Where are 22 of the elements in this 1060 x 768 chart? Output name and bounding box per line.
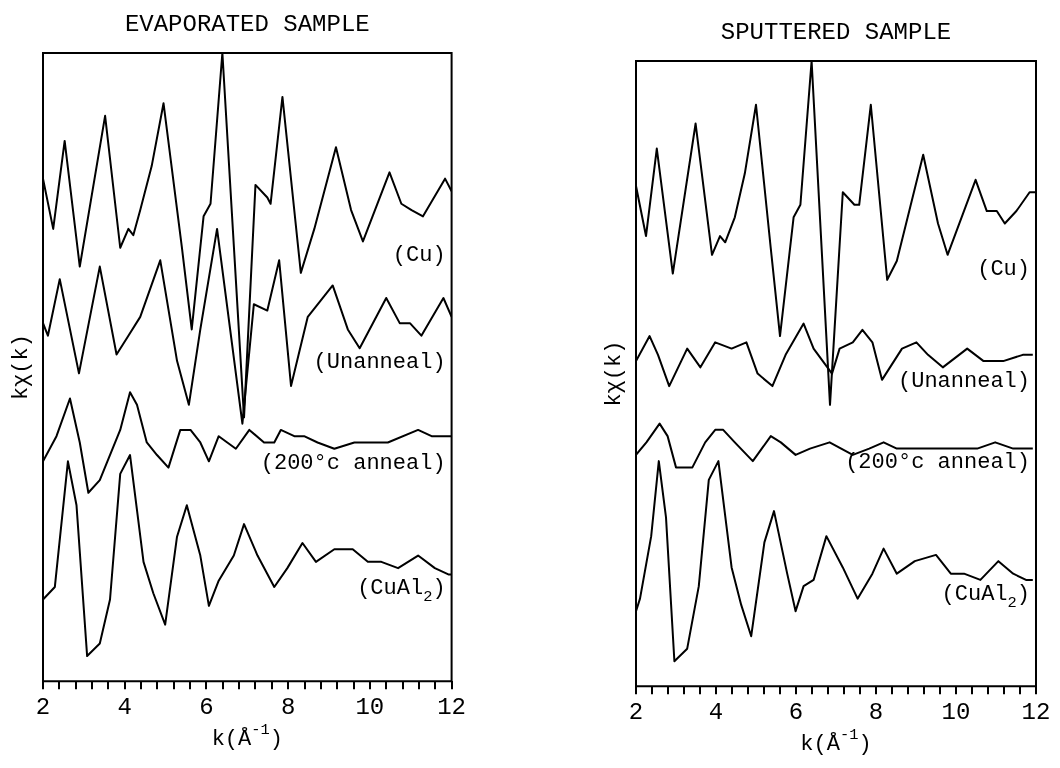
x-tick-label: 6 xyxy=(788,698,804,726)
chart-title: EVAPORATED SAMPLE xyxy=(124,11,370,39)
x-tick-label: 6 xyxy=(199,693,214,721)
x-tick-label: 4 xyxy=(708,698,724,726)
series-label: (200°c anneal) xyxy=(845,450,1031,476)
x-tick-label: 8 xyxy=(868,698,884,726)
series-label: (Cu) xyxy=(977,256,1030,282)
series-label: (200°c anneal) xyxy=(260,450,446,476)
x-tick-label: 12 xyxy=(1021,698,1051,726)
x-tick-label: 8 xyxy=(280,693,296,721)
y-axis-title: kχ(k) xyxy=(8,334,34,401)
x-tick-label: 10 xyxy=(355,693,385,721)
x-tick-label: 2 xyxy=(628,698,644,726)
x-tick-label: 4 xyxy=(117,693,132,721)
y-axis-title: kχ(k) xyxy=(601,340,627,407)
chart-title: SPUTTERED SAMPLE xyxy=(720,19,952,47)
x-tick-label: 10 xyxy=(941,698,971,726)
series-label: (Cu) xyxy=(392,243,446,269)
series-label: (Unanneal) xyxy=(313,350,446,376)
x-tick-label: 2 xyxy=(35,693,51,721)
series-label: (Unanneal) xyxy=(897,369,1031,395)
x-tick-label: 12 xyxy=(437,693,466,721)
